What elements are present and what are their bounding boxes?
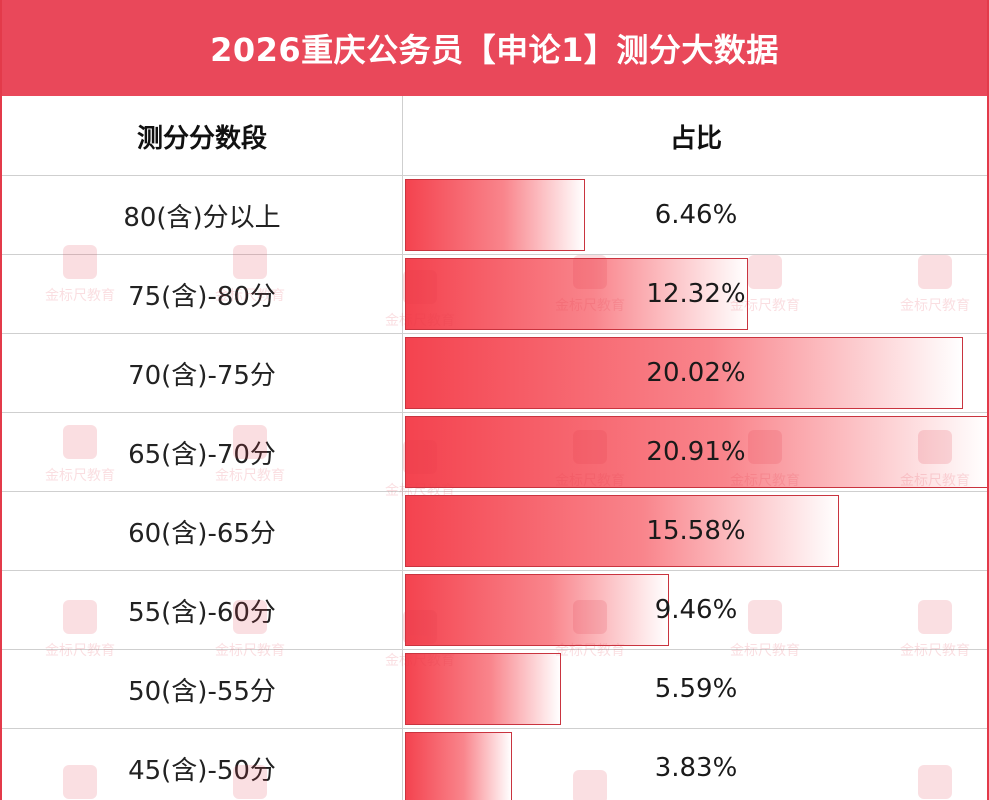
score-range-label: 75(含)-80分 — [128, 281, 276, 312]
ratio-bar — [405, 732, 512, 800]
header-row: 测分分数段 占比 — [2, 96, 987, 176]
ratio-value-label: 15.58% — [646, 516, 746, 546]
column-divider — [402, 96, 403, 800]
score-range-label: 60(含)-65分 — [128, 518, 276, 549]
ratio-value-label: 12.32% — [646, 279, 746, 309]
score-range-label: 70(含)-75分 — [128, 360, 276, 391]
table-row: 50(含)-55分 5.59% — [2, 650, 987, 729]
ratio-value-label: 20.91% — [646, 437, 746, 467]
ratio-bar — [405, 337, 963, 409]
table-row: 65(含)-70分 20.91% — [2, 413, 987, 492]
ratio-bar — [405, 495, 839, 567]
ratio-value-label: 6.46% — [654, 200, 738, 230]
ratio-value-label: 5.59% — [654, 674, 738, 704]
score-range-label: 65(含)-70分 — [128, 439, 276, 470]
ratio-bar — [405, 574, 669, 646]
header-ratio: 占比 — [669, 123, 722, 154]
score-range-label: 55(含)-60分 — [128, 597, 276, 628]
ratio-value-label: 9.46% — [654, 595, 738, 625]
ratio-bar — [405, 258, 748, 330]
ratio-bar — [405, 179, 585, 251]
ratio-bar — [405, 416, 987, 488]
title-bar: 2026重庆公务员【申论1】测分大数据 — [2, 0, 987, 96]
table-row: 75(含)-80分 12.32% — [2, 255, 987, 334]
table-row: 70(含)-75分 20.02% — [2, 334, 987, 413]
score-range-label: 80(含)分以上 — [123, 202, 281, 233]
ratio-value-label: 3.83% — [654, 753, 738, 783]
score-range-label: 45(含)-50分 — [128, 755, 276, 786]
header-range: 测分分数段 — [136, 123, 267, 154]
ratio-value-label: 20.02% — [646, 358, 746, 388]
ratio-bar — [405, 653, 561, 725]
table-row: 55(含)-60分 9.46% — [2, 571, 987, 650]
table-row: 60(含)-65分 15.58% — [2, 492, 987, 571]
chart-title: 2026重庆公务员【申论1】测分大数据 — [210, 31, 779, 69]
table-row: 45(含)-50分 3.83% — [2, 729, 987, 800]
score-range-label: 50(含)-55分 — [128, 676, 276, 707]
table-row: 80(含)分以上 6.46% — [2, 176, 987, 255]
